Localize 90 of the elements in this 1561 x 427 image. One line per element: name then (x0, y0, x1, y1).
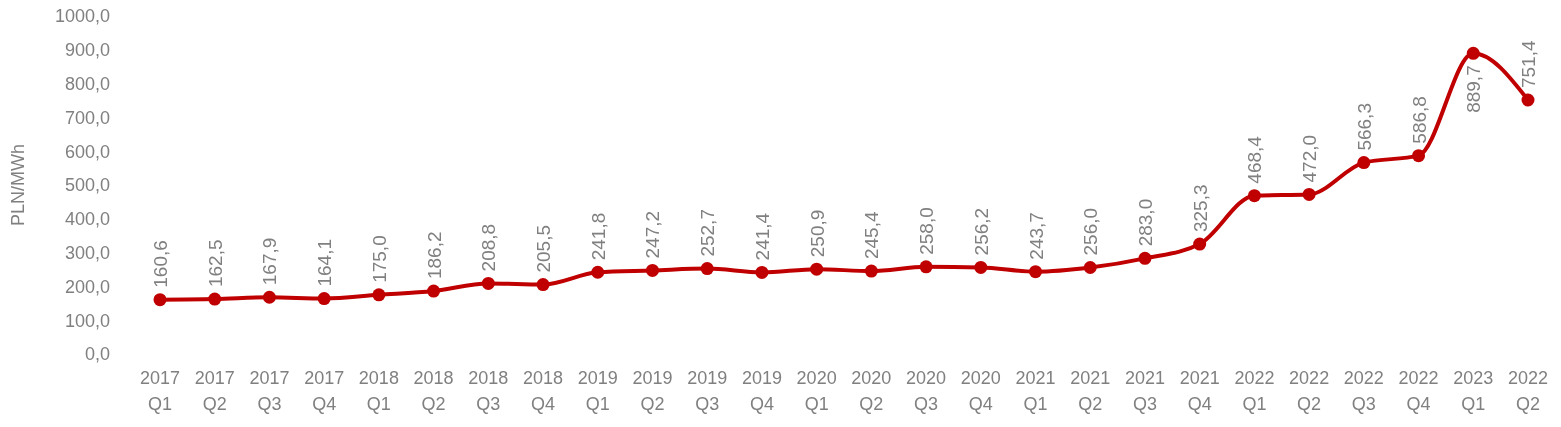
point (1029, 265, 1043, 279)
point (700, 262, 714, 276)
point (153, 293, 167, 307)
y-tick-label: 300,0 (64, 242, 110, 263)
data-label: 160,6 (150, 240, 171, 288)
x-tick-label: 2019 Q2 (632, 368, 673, 414)
x-tick-label: 2021 Q2 (1070, 368, 1111, 414)
data-label: 250,9 (806, 209, 828, 258)
point (317, 292, 331, 306)
data-label: 325,3 (1189, 184, 1211, 233)
x-tick-label: 2019 Q3 (687, 368, 728, 414)
point (536, 278, 550, 292)
x-tick-label: 2019 Q1 (577, 368, 618, 414)
point (1466, 46, 1480, 60)
data-label: 241,4 (751, 212, 773, 261)
point (1138, 251, 1152, 265)
y-tick-label: 800,0 (64, 73, 110, 94)
point (427, 284, 441, 298)
x-tick-label: 2023 Q1 (1453, 368, 1494, 414)
data-label: 243,7 (1025, 212, 1047, 260)
x-tick-label: 2020 Q4 (960, 368, 1001, 414)
y-tick-label: 600,0 (64, 141, 110, 162)
point (1083, 260, 1097, 274)
x-tick-label: 2018 Q2 (413, 368, 454, 414)
point (645, 263, 659, 277)
point (481, 276, 495, 290)
point (810, 262, 824, 276)
data-label: 472,0 (1299, 134, 1321, 183)
data-label: 889,7 (1463, 65, 1485, 113)
x-tick-label: 2021 Q1 (1015, 368, 1056, 414)
point (974, 260, 988, 274)
y-tick-label: 400,0 (64, 209, 110, 230)
point (1412, 149, 1426, 163)
data-label: 256,0 (1080, 207, 1102, 256)
x-tick-label: 2017 Q2 (194, 368, 235, 414)
point (262, 290, 276, 304)
point (1302, 187, 1316, 201)
x-tick-label: 2022 Q1 (1234, 368, 1275, 414)
x-tick-label: 2019 Q4 (741, 368, 782, 414)
x-tick-label: 2022 Q4 (1398, 368, 1439, 414)
x-tick-label: 2021 Q3 (1124, 368, 1165, 414)
data-label: 252,7 (697, 209, 719, 257)
data-label: 175,0 (368, 235, 390, 283)
data-label: 247,2 (642, 210, 664, 259)
point (755, 265, 769, 279)
data-label: 208,8 (478, 223, 500, 272)
x-tick-label: 2018 Q3 (468, 368, 509, 414)
data-label: 205,5 (533, 224, 555, 273)
data-label: 258,0 (916, 207, 938, 255)
data-label: 566,3 (1353, 103, 1375, 151)
data-label: 167,9 (259, 237, 281, 286)
data-label: 186,2 (423, 231, 445, 280)
data-label: 241,8 (587, 212, 609, 261)
point (208, 292, 222, 306)
x-tick-label: 2020 Q3 (906, 368, 947, 414)
point (591, 265, 605, 279)
y-tick-label: 1000,0 (54, 6, 110, 27)
y-tick-label: 100,0 (64, 310, 110, 331)
point (1357, 156, 1371, 170)
data-label: 162,5 (204, 239, 226, 288)
x-tick-label: 2018 Q4 (523, 368, 564, 414)
x-tick-label: 2020 Q2 (851, 368, 892, 414)
point (1193, 237, 1207, 251)
y-tick-label: 500,0 (64, 175, 110, 196)
x-tick-label: 2021 Q4 (1179, 368, 1220, 414)
y-tick-label: 200,0 (64, 276, 110, 297)
x-tick-label: 2017 Q4 (304, 368, 345, 414)
x-tick-label: 2020 Q1 (796, 368, 837, 414)
x-tick-label: 2022 Q3 (1343, 368, 1384, 414)
point (1521, 93, 1535, 107)
data-label: 751,4 (1518, 40, 1539, 89)
point (864, 264, 878, 278)
y-axis-title: PLN/MWh (8, 143, 28, 227)
point (372, 288, 386, 302)
data-label: 586,8 (1408, 96, 1430, 144)
data-label: 245,4 (861, 211, 883, 260)
x-tick-label: 2017 Q3 (249, 368, 290, 414)
data-label: 164,1 (314, 238, 336, 287)
x-tick-label: 2017 Q1 (139, 368, 181, 414)
data-label: 468,4 (1244, 135, 1266, 184)
x-tick-label: 2022 Q2 (1507, 368, 1549, 414)
point (919, 260, 933, 274)
y-tick-label: 700,0 (64, 107, 110, 128)
x-tick-label: 2022 Q2 (1289, 368, 1330, 414)
point (1247, 189, 1261, 203)
data-label: 256,2 (970, 207, 992, 256)
x-tick-label: 2018 Q1 (358, 368, 399, 414)
y-tick-label: 900,0 (64, 40, 110, 61)
y-tick-label: 0,0 (84, 344, 110, 365)
data-label: 283,0 (1134, 198, 1156, 247)
